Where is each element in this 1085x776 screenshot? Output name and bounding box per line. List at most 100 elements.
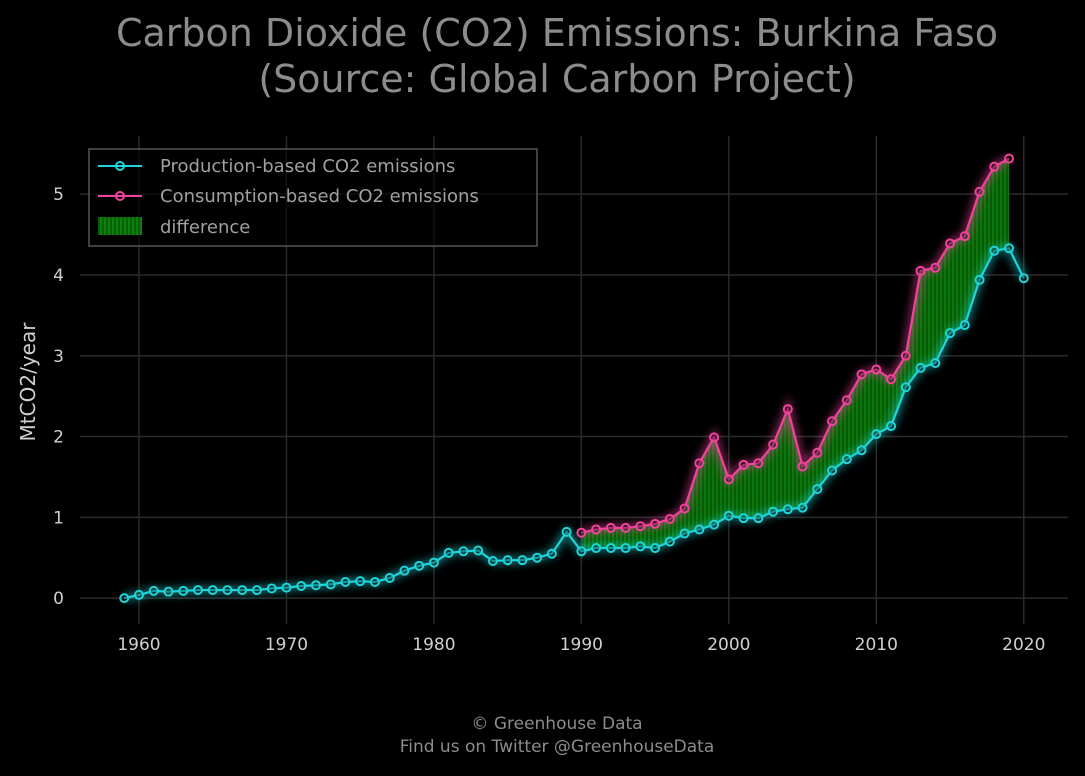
production-point (414, 560, 425, 571)
production-point (871, 429, 882, 440)
production-point (355, 576, 366, 587)
consumption-point (768, 439, 779, 450)
y-tick-label: 5 (53, 185, 64, 205)
production-point (384, 572, 395, 583)
legend-difference-label: difference (160, 217, 250, 238)
production-point (443, 547, 454, 558)
production-point (959, 320, 970, 331)
consumption-point (723, 474, 734, 485)
production-point (797, 502, 808, 513)
axis-ticks: 1960 1970 1980 1990 2000 2010 2020 0 1 2 3 4 5 (53, 185, 1045, 655)
consumption-point (900, 350, 911, 361)
production-point (1018, 273, 1029, 284)
consumption-point (620, 522, 631, 533)
consumption-point (753, 458, 764, 469)
legend-production-label: Production-based CO2 emissions (160, 156, 455, 177)
consumption-point (959, 231, 970, 242)
legend: Production-based CO2 emissions Consumpti… (88, 148, 538, 247)
production-point (487, 555, 498, 566)
production-point (620, 543, 631, 554)
y-axis-label: MtCO2/year (16, 322, 40, 442)
footer-twitter: Find us on Twitter @GreenhouseData (400, 737, 715, 757)
consumption-point (591, 524, 602, 535)
x-tick-label: 2020 (1002, 635, 1045, 655)
consumption-point (694, 458, 705, 469)
consumption-point (709, 432, 720, 443)
production-point (679, 528, 690, 539)
production-point (841, 454, 852, 465)
production-point (989, 245, 1000, 256)
production-point (340, 576, 351, 587)
production-point (900, 382, 911, 393)
production-point (119, 593, 130, 604)
production-point (192, 585, 203, 596)
production-point (709, 519, 720, 530)
production-point (768, 506, 779, 517)
y-tick-label: 0 (53, 589, 64, 609)
production-point (694, 524, 705, 535)
production-point (428, 557, 439, 568)
production-point (133, 589, 144, 600)
production-point (576, 546, 587, 557)
consumption-point (930, 262, 941, 273)
production-point (635, 541, 646, 552)
y-tick-label: 3 (53, 347, 64, 367)
production-point (207, 585, 218, 596)
production-point (517, 555, 528, 566)
production-point (251, 585, 262, 596)
production-point (856, 445, 867, 456)
legend-consumption-label: Consumption-based CO2 emissions (160, 186, 479, 207)
production-point (650, 543, 661, 554)
chart-title-line1: Carbon Dioxide (CO2) Emissions: Burkina … (116, 11, 998, 55)
production-point (1004, 243, 1015, 254)
consumption-point (1004, 153, 1015, 164)
consumption-point (841, 395, 852, 406)
production-point (502, 555, 513, 566)
x-tick-label: 1970 (265, 635, 308, 655)
consumption-point (635, 521, 646, 532)
consumption-point (679, 503, 690, 514)
production-point (827, 465, 838, 476)
x-tick-label: 1960 (117, 635, 160, 655)
chart-title-line2: (Source: Global Carbon Project) (258, 57, 855, 101)
y-tick-label: 1 (53, 508, 64, 528)
production-point (369, 576, 380, 587)
x-tick-label: 1980 (412, 635, 455, 655)
production-point (753, 513, 764, 524)
production-point (782, 504, 793, 515)
legend-consumption-marker (115, 191, 125, 201)
production-point (325, 579, 336, 590)
x-tick-label: 1990 (560, 635, 603, 655)
consumption-point (650, 518, 661, 529)
consumption-point (605, 522, 616, 533)
production-point (222, 585, 233, 596)
consumption-point (812, 447, 823, 458)
production-point (974, 274, 985, 285)
difference-fill (581, 158, 1010, 552)
consumption-point (797, 461, 808, 472)
production-point (915, 362, 926, 373)
production-point (723, 510, 734, 521)
consumption-point (989, 161, 1000, 172)
consumption-point (886, 374, 897, 385)
consumption-point (974, 186, 985, 197)
production-point (266, 583, 277, 594)
consumption-point (856, 369, 867, 380)
consumption-series (576, 153, 1015, 538)
production-point (591, 543, 602, 554)
production-point (148, 585, 159, 596)
production-point (458, 546, 469, 557)
production-point (930, 358, 941, 369)
production-series (119, 243, 1029, 604)
consumption-point (871, 364, 882, 375)
consumption-point (782, 404, 793, 415)
production-point (605, 543, 616, 554)
y-tick-label: 2 (53, 428, 64, 448)
difference-area (581, 158, 1010, 552)
production-point (163, 586, 174, 597)
production-point (473, 545, 484, 556)
consumption-point (915, 265, 926, 276)
consumption-point (827, 416, 838, 427)
legend-box (88, 148, 538, 247)
